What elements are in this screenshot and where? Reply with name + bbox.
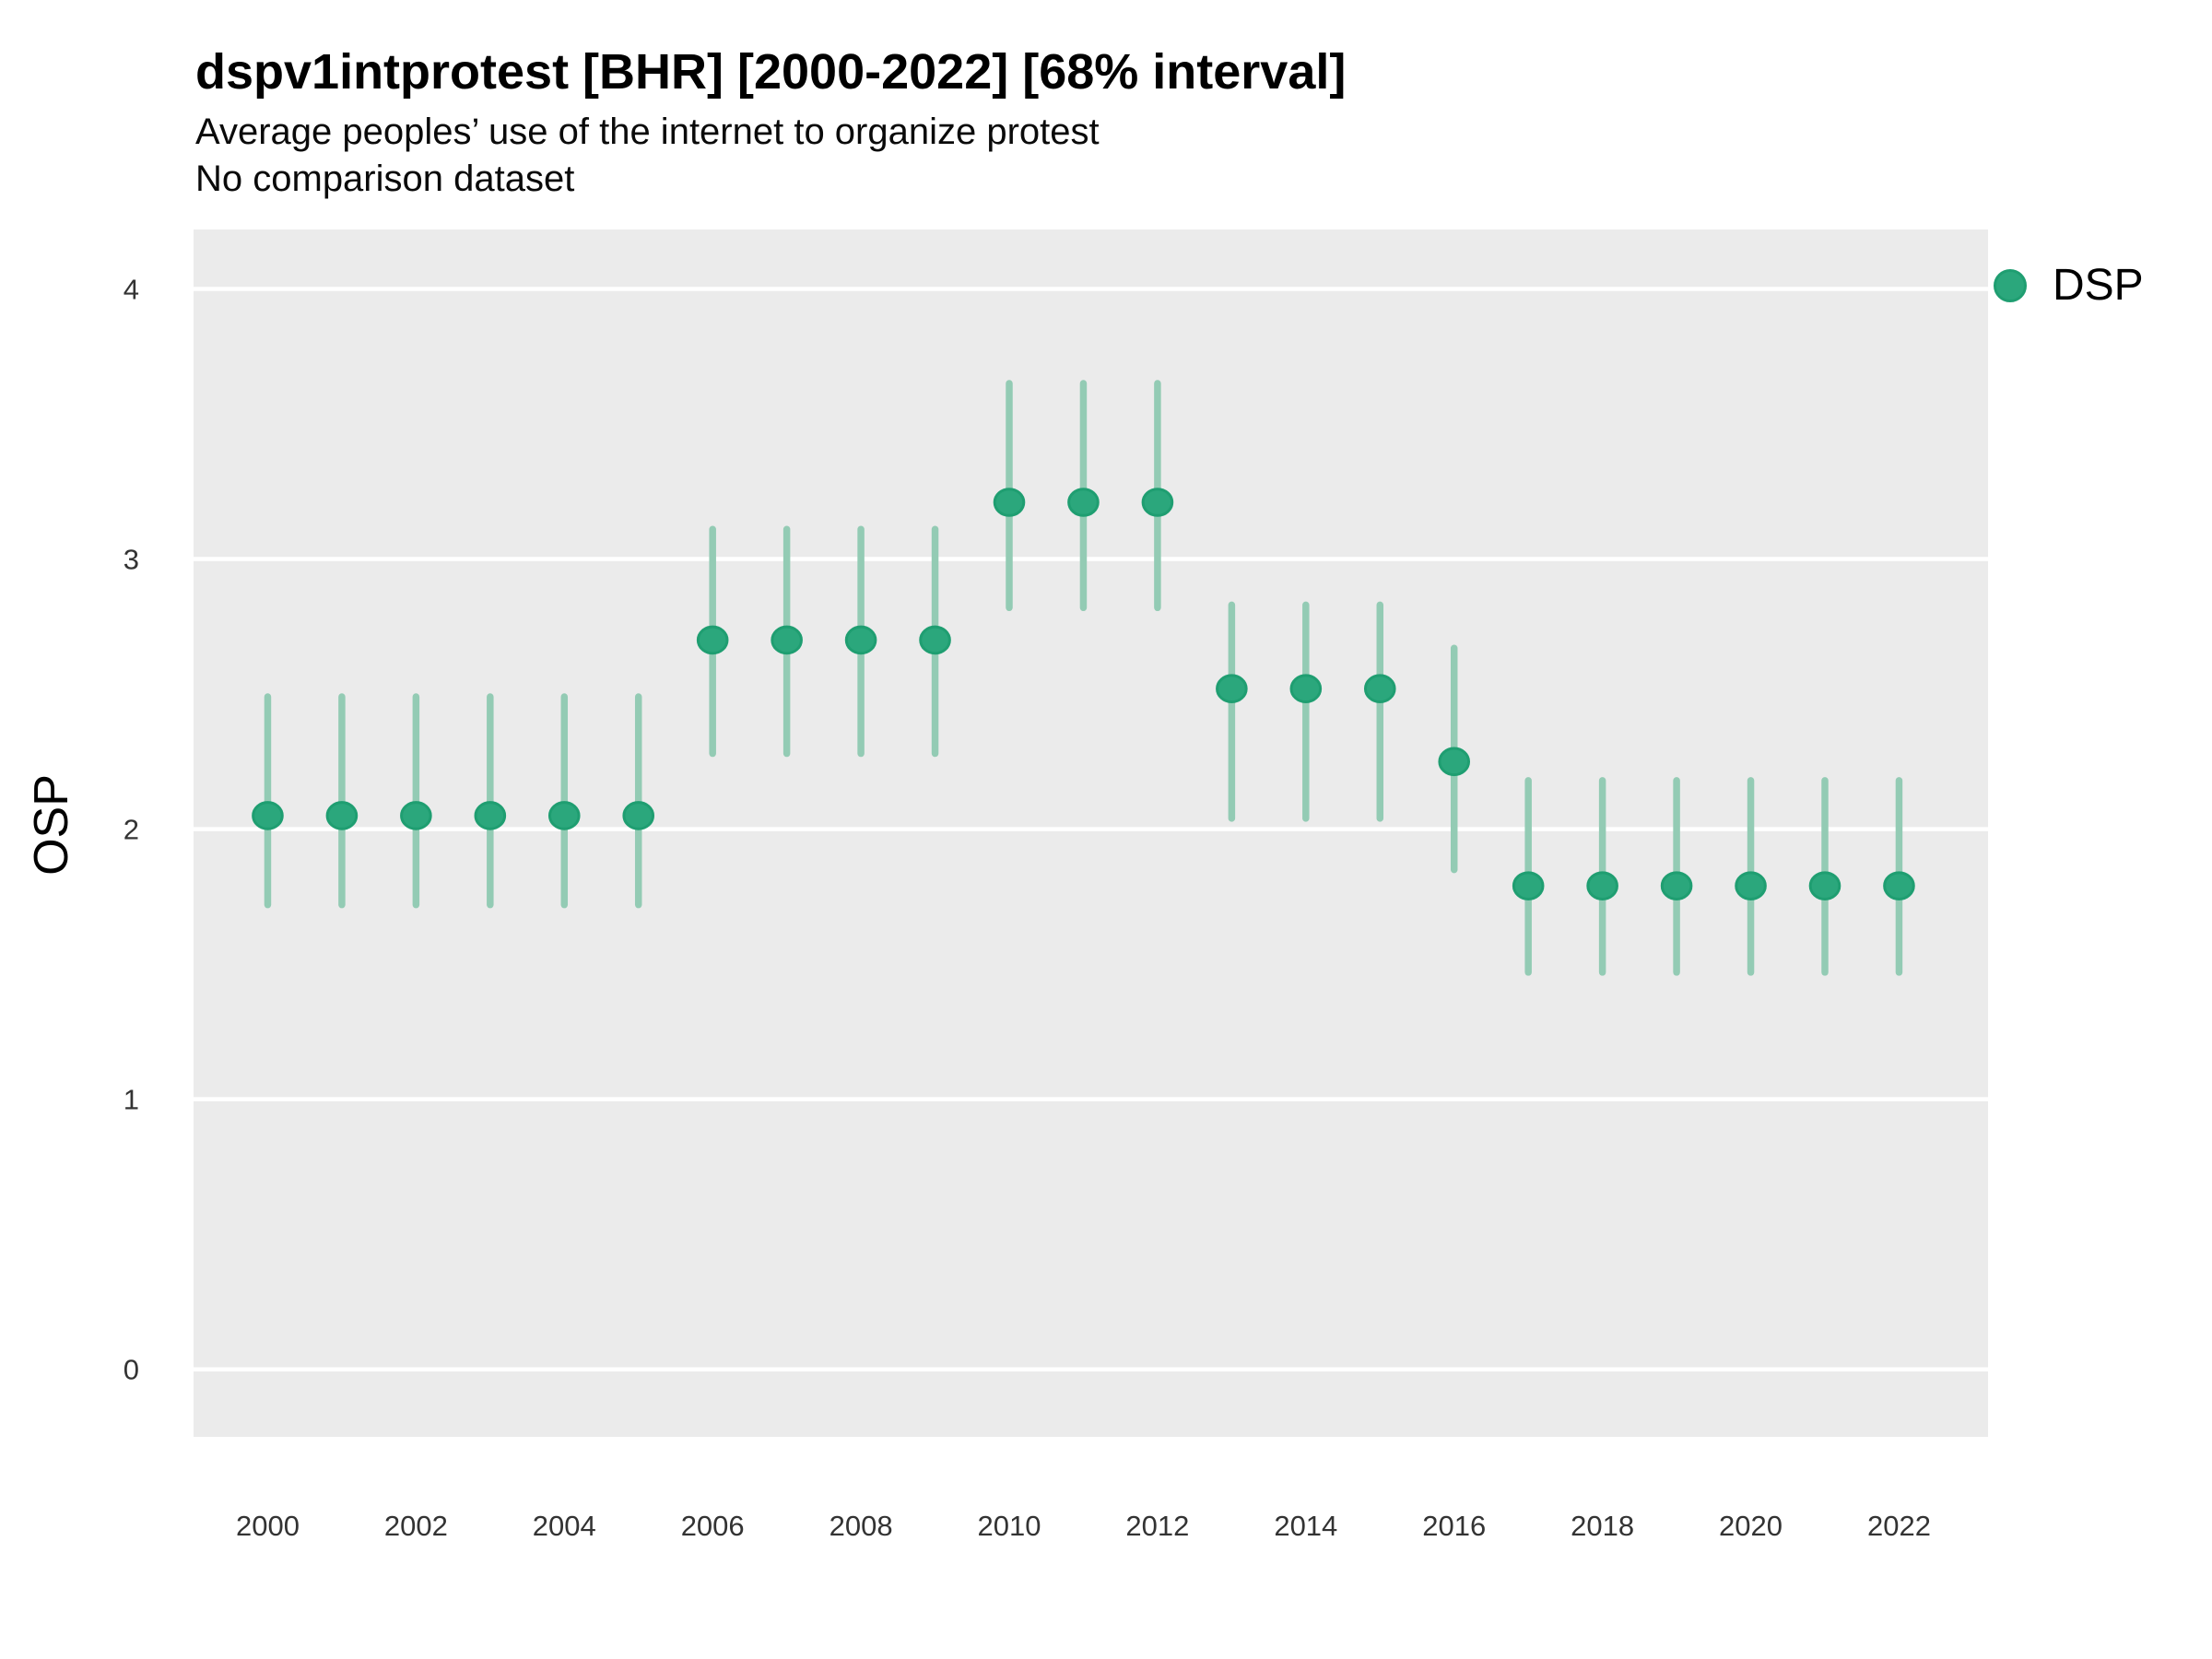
x-tick-2018: 2018 (1571, 1510, 1634, 1542)
x-tick-2016: 2016 (1422, 1510, 1486, 1542)
comparison-note: No comparison dataset (195, 159, 575, 199)
point-2012 (1141, 488, 1174, 517)
point-2003 (474, 801, 507, 830)
point-2017 (1512, 871, 1545, 900)
point-2020 (1735, 871, 1767, 900)
point-2009 (919, 625, 951, 655)
y-tick-2: 2 (124, 814, 139, 846)
point-2013 (1216, 674, 1248, 704)
x-tick-2010: 2010 (978, 1510, 1041, 1542)
x-tick-2022: 2022 (1867, 1510, 1931, 1542)
point-2008 (844, 625, 877, 655)
point-2007 (771, 625, 803, 655)
x-tick-2014: 2014 (1274, 1510, 1337, 1542)
x-tick-2012: 2012 (1125, 1510, 1189, 1542)
point-2018 (1586, 871, 1618, 900)
x-tick-2000: 2000 (236, 1510, 300, 1542)
point-2006 (696, 625, 729, 655)
point-2010 (993, 488, 1026, 517)
point-2015 (1363, 674, 1396, 704)
x-tick-2002: 2002 (384, 1510, 448, 1542)
point-2016 (1438, 747, 1471, 777)
legend-dsp-dot-icon (1994, 268, 2027, 302)
point-2022 (1883, 871, 1915, 900)
x-tick-2006: 2006 (681, 1510, 745, 1542)
point-2000 (252, 801, 284, 830)
point-2019 (1660, 871, 1693, 900)
legend: DSP (1994, 260, 2144, 311)
point-2005 (622, 801, 655, 830)
point-2002 (400, 801, 432, 830)
y-tick-3: 3 (124, 544, 139, 576)
point-2014 (1289, 674, 1323, 704)
chart-title: dspv1intprotest [BHR] [2000-2022] [68% i… (195, 44, 1347, 100)
point-2021 (1808, 871, 1841, 900)
x-tick-2008: 2008 (830, 1510, 893, 1542)
point-2011 (1067, 488, 1100, 517)
point-2004 (547, 801, 581, 830)
plot-panel (194, 229, 1988, 1437)
x-tick-2004: 2004 (533, 1510, 596, 1542)
x-tick-2020: 2020 (1719, 1510, 1783, 1542)
y-tick-4: 4 (124, 273, 139, 305)
chart-subtitle: Average peoples’ use of the internet to … (195, 112, 1100, 152)
legend-dsp-label: DSP (2053, 261, 2144, 310)
y-tick-0: 0 (124, 1354, 139, 1386)
y-tick-1: 1 (124, 1084, 139, 1116)
point-2001 (325, 801, 359, 830)
